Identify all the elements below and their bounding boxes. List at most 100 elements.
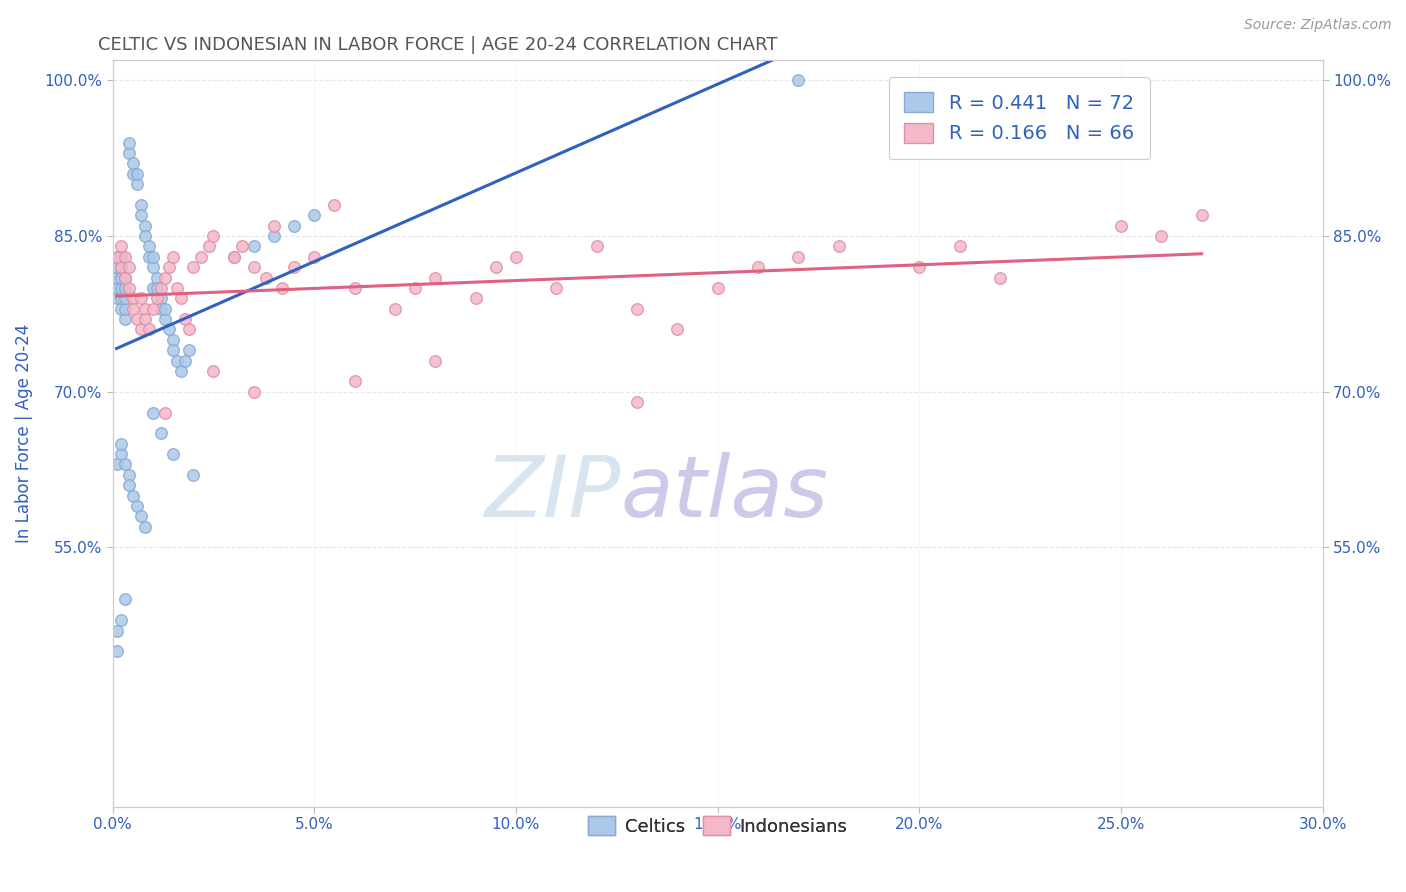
Point xyxy=(105,281,128,295)
Point xyxy=(948,239,970,253)
Point xyxy=(125,167,148,181)
Point xyxy=(323,198,346,212)
Point xyxy=(384,301,406,316)
Point xyxy=(121,156,143,170)
Point xyxy=(138,239,160,253)
Point xyxy=(105,270,128,285)
Point xyxy=(114,592,136,607)
Point xyxy=(114,270,136,285)
Point xyxy=(114,291,136,305)
Point xyxy=(242,239,264,253)
Point xyxy=(118,478,141,492)
Point xyxy=(118,281,141,295)
Point xyxy=(153,405,176,419)
Point xyxy=(146,281,169,295)
Point xyxy=(114,250,136,264)
Point xyxy=(125,312,148,326)
Point xyxy=(1191,208,1213,222)
Point xyxy=(263,229,285,244)
Point xyxy=(142,405,165,419)
Point xyxy=(162,333,184,347)
Point xyxy=(138,250,160,264)
Point xyxy=(138,322,160,336)
Point xyxy=(174,353,197,368)
Point xyxy=(118,260,141,275)
Point xyxy=(142,260,165,275)
Point xyxy=(121,291,143,305)
Point xyxy=(153,301,176,316)
Point xyxy=(125,499,148,513)
Point xyxy=(142,281,165,295)
Point xyxy=(626,301,648,316)
Point xyxy=(110,301,132,316)
Point xyxy=(747,260,769,275)
Point xyxy=(827,239,849,253)
Point xyxy=(162,343,184,358)
Point xyxy=(149,291,172,305)
Point xyxy=(105,291,128,305)
Point xyxy=(202,364,225,378)
Point xyxy=(181,260,204,275)
Point xyxy=(787,250,810,264)
Point xyxy=(198,239,221,253)
Point xyxy=(166,281,188,295)
Point xyxy=(485,260,508,275)
Point xyxy=(157,322,180,336)
Point xyxy=(110,260,132,275)
Point xyxy=(222,250,245,264)
Point xyxy=(118,146,141,161)
Point xyxy=(263,219,285,233)
Point xyxy=(464,291,486,305)
Point xyxy=(179,322,201,336)
Point xyxy=(110,613,132,627)
Point xyxy=(105,250,128,264)
Point xyxy=(162,250,184,264)
Point xyxy=(125,177,148,191)
Point xyxy=(134,229,156,244)
Legend: Celtics, Indonesians: Celtics, Indonesians xyxy=(581,809,853,843)
Text: CELTIC VS INDONESIAN IN LABOR FORCE | AGE 20-24 CORRELATION CHART: CELTIC VS INDONESIAN IN LABOR FORCE | AG… xyxy=(98,36,778,54)
Point xyxy=(585,239,607,253)
Point xyxy=(153,270,176,285)
Point xyxy=(254,270,277,285)
Point xyxy=(149,426,172,441)
Point xyxy=(179,343,201,358)
Point xyxy=(174,312,197,326)
Point xyxy=(121,301,143,316)
Point xyxy=(134,519,156,533)
Point xyxy=(129,198,152,212)
Point xyxy=(1109,219,1132,233)
Point xyxy=(546,281,568,295)
Point xyxy=(302,208,325,222)
Point xyxy=(162,447,184,461)
Point xyxy=(105,644,128,658)
Point xyxy=(988,270,1011,285)
Point xyxy=(110,291,132,305)
Text: atlas: atlas xyxy=(621,451,828,534)
Point xyxy=(202,229,225,244)
Point xyxy=(505,250,527,264)
Point xyxy=(166,353,188,368)
Point xyxy=(129,208,152,222)
Point xyxy=(110,447,132,461)
Point xyxy=(343,281,366,295)
Point xyxy=(146,270,169,285)
Point xyxy=(787,73,810,87)
Point xyxy=(114,458,136,472)
Point xyxy=(114,312,136,326)
Point xyxy=(271,281,294,295)
Point xyxy=(222,250,245,264)
Point xyxy=(231,239,253,253)
Point xyxy=(706,281,728,295)
Point xyxy=(153,312,176,326)
Point xyxy=(114,301,136,316)
Point xyxy=(425,353,447,368)
Text: ZIP: ZIP xyxy=(485,451,621,534)
Point xyxy=(157,260,180,275)
Text: Source: ZipAtlas.com: Source: ZipAtlas.com xyxy=(1244,18,1392,32)
Point xyxy=(129,509,152,524)
Point xyxy=(105,260,128,275)
Point xyxy=(105,624,128,638)
Point xyxy=(404,281,426,295)
Point xyxy=(149,281,172,295)
